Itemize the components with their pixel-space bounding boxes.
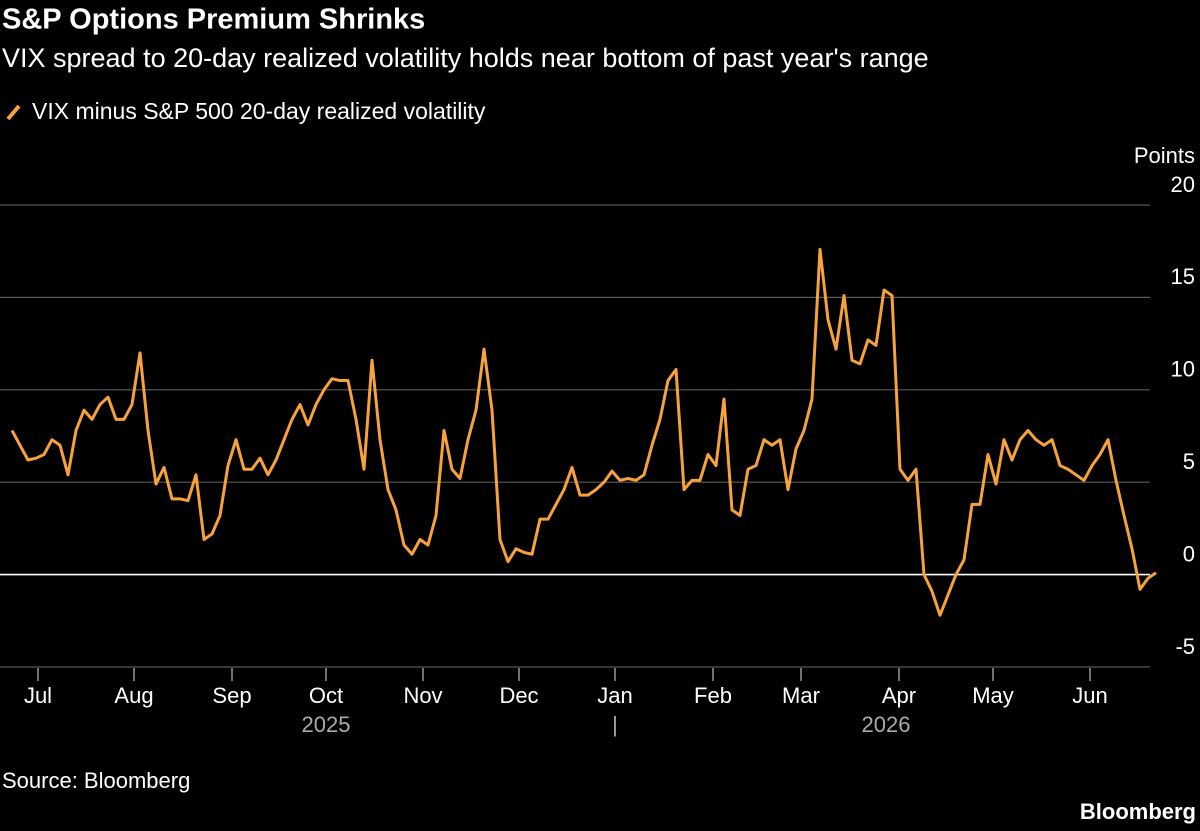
chart-title: S&P Options Premium Shrinks (2, 4, 425, 36)
chart-subtitle: VIX spread to 20-day realized volatility… (2, 43, 929, 73)
source: Source: Bloomberg (2, 768, 190, 793)
y-tick-label: 15 (1171, 264, 1195, 289)
x-tick-label: Sep (212, 683, 251, 708)
x-tick-label: Aug (114, 683, 153, 708)
y-tick-label: 0 (1183, 541, 1195, 566)
brand: Bloomberg (1080, 799, 1196, 824)
y-tick-label: 10 (1171, 357, 1195, 382)
y-tick-label: 5 (1183, 449, 1195, 474)
x-tick-label: Apr (882, 683, 916, 708)
y-axis-label: Points (1134, 143, 1195, 168)
line-series (10, 247, 1157, 617)
y-tick-label: 20 (1171, 172, 1195, 197)
x-tick-label: Dec (499, 683, 538, 708)
y-tick-label: -5 (1175, 634, 1195, 659)
x-tick-label: Jun (1072, 683, 1107, 708)
x-tick-label: Oct (309, 683, 343, 708)
legend-label: VIX minus S&P 500 20-day realized volati… (32, 98, 486, 124)
x-tick-label: Jul (24, 683, 52, 708)
x-tick-label: Mar (782, 683, 820, 708)
year-label: 2026 (862, 712, 911, 737)
year-label: | (612, 712, 618, 737)
x-tick-label: May (972, 683, 1014, 708)
x-tick-label: Feb (694, 683, 732, 708)
x-tick-label: Nov (403, 683, 442, 708)
legend-swatch (6, 104, 21, 121)
year-label: 2025 (302, 712, 351, 737)
x-tick-label: Jan (597, 683, 632, 708)
